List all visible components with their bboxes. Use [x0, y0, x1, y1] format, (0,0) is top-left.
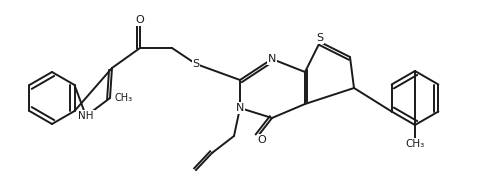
Text: N: N — [236, 103, 244, 113]
Text: O: O — [136, 15, 144, 25]
Text: S: S — [192, 59, 200, 69]
Text: NH: NH — [78, 111, 94, 121]
Text: O: O — [258, 135, 266, 145]
Text: CH₃: CH₃ — [406, 139, 425, 149]
Text: CH₃: CH₃ — [115, 93, 133, 103]
Text: S: S — [316, 33, 324, 43]
Text: N: N — [268, 54, 276, 64]
